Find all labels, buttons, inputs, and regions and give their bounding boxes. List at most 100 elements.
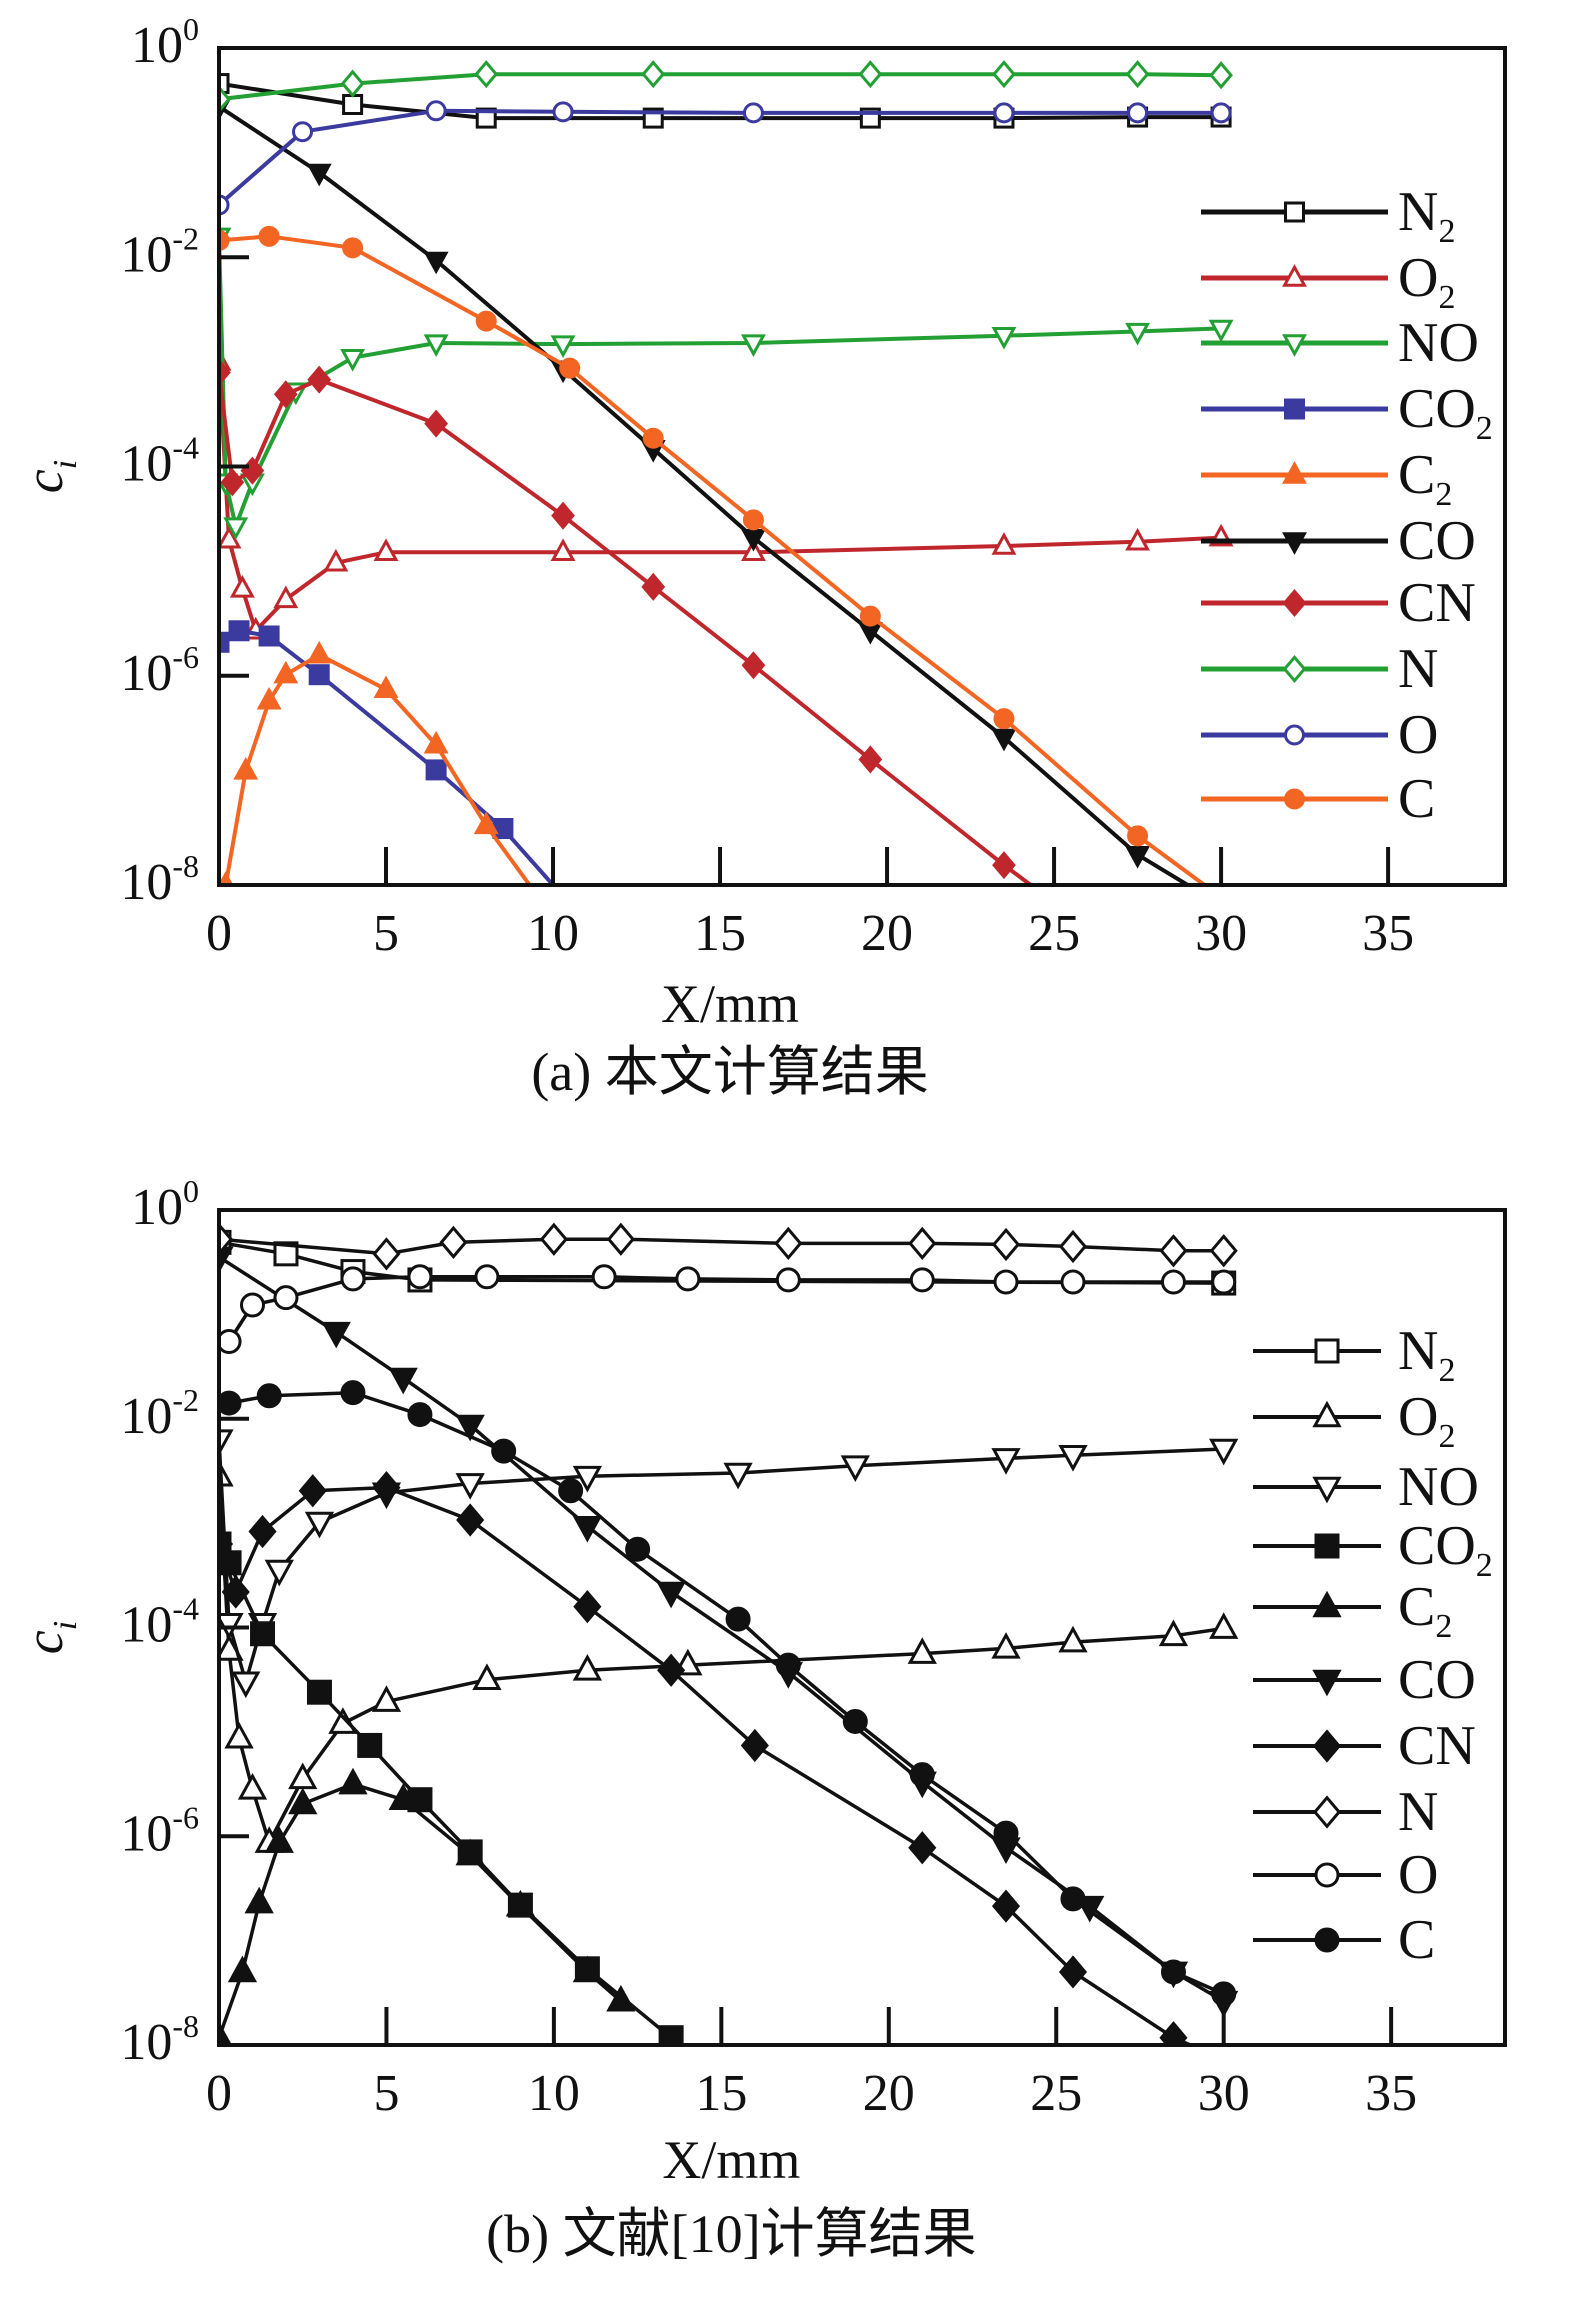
data-point-O — [993, 1269, 1019, 1295]
legend-marker-diamond — [1312, 1729, 1342, 1763]
legend-marker-square — [1284, 398, 1305, 420]
x-tick-label: 15 — [695, 2065, 747, 2122]
data-point-O2 — [273, 585, 299, 609]
data-point-CN — [1159, 2021, 1188, 2045]
data-point-O — [742, 102, 764, 124]
legend-label: CO2 — [1398, 378, 1493, 447]
data-point-C2 — [227, 1955, 258, 1983]
data-point-C — [1211, 1981, 1237, 2007]
x-tick-label: 5 — [373, 905, 399, 962]
legend-marker-triangle-up — [1312, 1400, 1342, 1428]
legend-marker-square — [1284, 201, 1305, 223]
y-tick-exponent: -8 — [172, 2008, 199, 2044]
data-point-O2 — [373, 538, 399, 561]
y-tick-base: 10 — [120, 645, 172, 702]
data-point-C — [558, 1478, 584, 1504]
data-point-C2 — [244, 1886, 274, 1914]
legend-label-main: C — [1398, 768, 1435, 830]
series-line-CN — [219, 1485, 1191, 2045]
data-point-O2 — [1058, 1625, 1088, 1653]
data-point-NO — [231, 1671, 261, 1699]
legend-item-C2: C2 — [1201, 444, 1452, 513]
data-point-NO — [264, 1559, 294, 1587]
data-point-NO — [991, 1448, 1021, 1475]
x-tick-label: 10 — [528, 2065, 580, 2122]
legend-item-CO2: CO2 — [1253, 1515, 1493, 1584]
legend-marker-diamond — [1312, 1795, 1342, 1829]
x-tick-label: 15 — [694, 905, 746, 962]
legend-label: CN — [1398, 572, 1476, 634]
series-line-C2 — [223, 652, 532, 885]
data-point-C2 — [338, 1767, 368, 1795]
data-point-C — [475, 310, 497, 332]
data-point-O — [1210, 102, 1232, 124]
y-tick-base: 10 — [120, 1597, 172, 1654]
data-point-NO — [572, 1465, 603, 1493]
legend-label-main: N — [1398, 638, 1438, 700]
y-axis-label: ci — [14, 460, 84, 493]
data-point-N2 — [475, 107, 497, 129]
legend-label: C — [1398, 768, 1435, 830]
data-point-CO2 — [308, 664, 330, 686]
x-tick-label: 20 — [863, 2065, 915, 2122]
y-axis-label-subscript: i — [47, 1621, 84, 1630]
data-point-O — [591, 1264, 617, 1290]
data-point-O2 — [219, 525, 242, 549]
data-point-N2 — [342, 93, 364, 115]
legend-label-main: C — [1398, 1909, 1435, 1971]
legend-label: CO — [1398, 510, 1476, 572]
legend-marker-diamond — [1282, 588, 1307, 618]
data-point-CO — [1125, 845, 1151, 869]
legend-label: N — [1398, 1781, 1438, 1843]
legend-label: CN — [1398, 1715, 1476, 1777]
x-tick-label: 5 — [373, 2065, 399, 2122]
legend-label-main: CN — [1398, 1715, 1476, 1777]
legend-label-subscript: 2 — [1438, 279, 1455, 316]
legend-item-O: O — [1253, 1844, 1438, 1906]
data-point-NO — [1125, 322, 1151, 346]
legend-item-N: N — [1253, 1781, 1438, 1843]
data-point-N — [474, 60, 499, 89]
data-point-N — [908, 1226, 937, 1261]
data-point-C — [993, 1820, 1019, 1846]
y-tick-exponent: -2 — [172, 1382, 199, 1418]
data-point-N — [1058, 1229, 1088, 1264]
x-tick-label: 30 — [1195, 905, 1247, 962]
data-point-CO — [656, 1581, 686, 1609]
x-tick-label: 10 — [527, 905, 579, 962]
data-point-C — [407, 1402, 433, 1428]
data-point-O2 — [907, 1637, 937, 1664]
legend-item-O2: O2 — [1253, 1386, 1455, 1455]
legend-item-CN: CN — [1253, 1715, 1476, 1777]
legend-label: C — [1398, 1909, 1435, 1971]
series-line-O — [219, 108, 1222, 207]
legend-item-N: N — [1201, 638, 1438, 700]
legend-marker-circle — [1314, 1862, 1340, 1888]
data-point-CN — [657, 1653, 686, 1687]
data-point-O — [292, 121, 314, 143]
legend-label-main: CO — [1398, 510, 1476, 572]
legend-label-subscript: 2 — [1476, 410, 1493, 447]
data-point-C2 — [273, 660, 299, 684]
data-point-CO — [306, 163, 332, 187]
figure-caption: (a) 本文计算结果 — [531, 1042, 928, 1102]
legend-label-main: N — [1398, 1320, 1438, 1382]
data-point-O2 — [237, 1772, 268, 1800]
legend-label: NO — [1398, 312, 1479, 374]
series-line-O2 — [219, 1476, 1224, 1845]
legend-label: N2 — [1398, 181, 1455, 250]
y-tick-label: 10-6 — [120, 1799, 199, 1862]
data-point-NO — [340, 348, 366, 372]
data-point-C — [559, 357, 581, 379]
data-point-CN — [551, 501, 575, 530]
data-point-O2 — [472, 1663, 502, 1690]
data-point-N — [439, 1225, 468, 1259]
y-tick-label: 10-4 — [120, 1591, 199, 1654]
data-point-C — [725, 1606, 751, 1632]
data-point-CO2 — [357, 1732, 383, 1758]
data-point-O — [1060, 1269, 1086, 1295]
data-point-O2 — [991, 532, 1017, 555]
data-point-O — [993, 102, 1015, 124]
